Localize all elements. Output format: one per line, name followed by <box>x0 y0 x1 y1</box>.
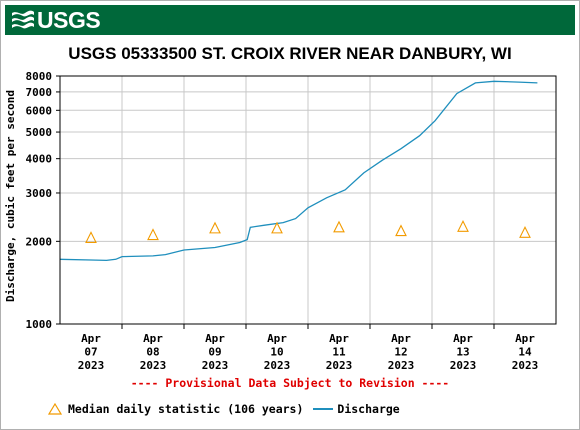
chart-title: USGS 05333500 ST. CROIX RIVER NEAR DANBU… <box>68 44 512 63</box>
x-tick-label: 2023 <box>450 359 477 372</box>
x-tick-label: 08 <box>146 346 159 359</box>
x-tick-label: Apr <box>453 332 473 345</box>
x-tick-label: 12 <box>394 346 407 359</box>
median-triangle-marker <box>395 224 407 237</box>
x-tick-label: Apr <box>267 332 287 345</box>
usgs-banner: USGS <box>5 5 575 35</box>
x-tick-label: 2023 <box>140 359 167 372</box>
x-tick-label: Apr <box>143 332 163 345</box>
median-triangle-marker <box>457 220 469 232</box>
usgs-wave-icon <box>12 10 34 29</box>
median-triangle-marker <box>271 221 283 234</box>
x-tick-label: Apr <box>515 332 535 345</box>
median-triangle-marker <box>147 228 159 241</box>
x-tick-label: 2023 <box>512 359 539 372</box>
legend-median-label: Median daily statistic (106 years) <box>68 402 304 416</box>
provisional-notice: ---- Provisional Data Subject to Revisio… <box>130 376 450 390</box>
discharge-line-swatch <box>313 408 334 410</box>
x-tick-label: 2023 <box>388 359 415 372</box>
legend-discharge-label: Discharge <box>337 402 400 416</box>
y-tick-label: 7000 <box>26 86 53 99</box>
x-tick-label: 13 <box>456 346 469 359</box>
plot-border <box>59 75 557 325</box>
median-triangle-marker <box>209 221 221 234</box>
x-tick-label: 2023 <box>326 359 353 372</box>
x-tick-label: 11 <box>332 346 346 359</box>
usgs-logo[interactable]: USGS <box>11 6 101 33</box>
x-tick-label: 2023 <box>202 359 229 372</box>
x-tick-label: 2023 <box>264 359 291 372</box>
y-tick-label: 5000 <box>26 126 53 139</box>
median-triangle-marker <box>519 226 531 238</box>
median-triangle-marker <box>85 231 97 243</box>
x-tick-label: Apr <box>391 332 411 345</box>
chart-legend: Median daily statistic (106 years) Disch… <box>48 402 400 416</box>
y-tick-label: 6000 <box>26 104 53 117</box>
y-tick-label: 2000 <box>26 235 53 248</box>
x-tick-label: 14 <box>518 346 532 359</box>
median-triangle-marker <box>333 220 345 233</box>
x-tick-label: Apr <box>81 332 101 345</box>
x-tick-label: 07 <box>84 346 97 359</box>
x-tick-label: Apr <box>205 332 225 345</box>
y-tick-label: 3000 <box>26 187 53 200</box>
x-tick-label: 2023 <box>78 359 105 372</box>
discharge-line <box>59 80 538 262</box>
legend-item-discharge: Discharge <box>303 402 400 416</box>
y-tick-label: 8000 <box>26 70 53 83</box>
x-tick-label: Apr <box>329 332 349 345</box>
x-tick-label: 09 <box>208 346 221 359</box>
triangle-marker-icon <box>48 403 62 415</box>
y-tick-label: 1000 <box>26 318 53 331</box>
legend-item-median: Median daily statistic (106 years) <box>48 402 303 416</box>
y-tick-label: 4000 <box>26 153 53 166</box>
x-tick-label: 10 <box>270 346 283 359</box>
logo-text: USGS <box>37 6 101 33</box>
